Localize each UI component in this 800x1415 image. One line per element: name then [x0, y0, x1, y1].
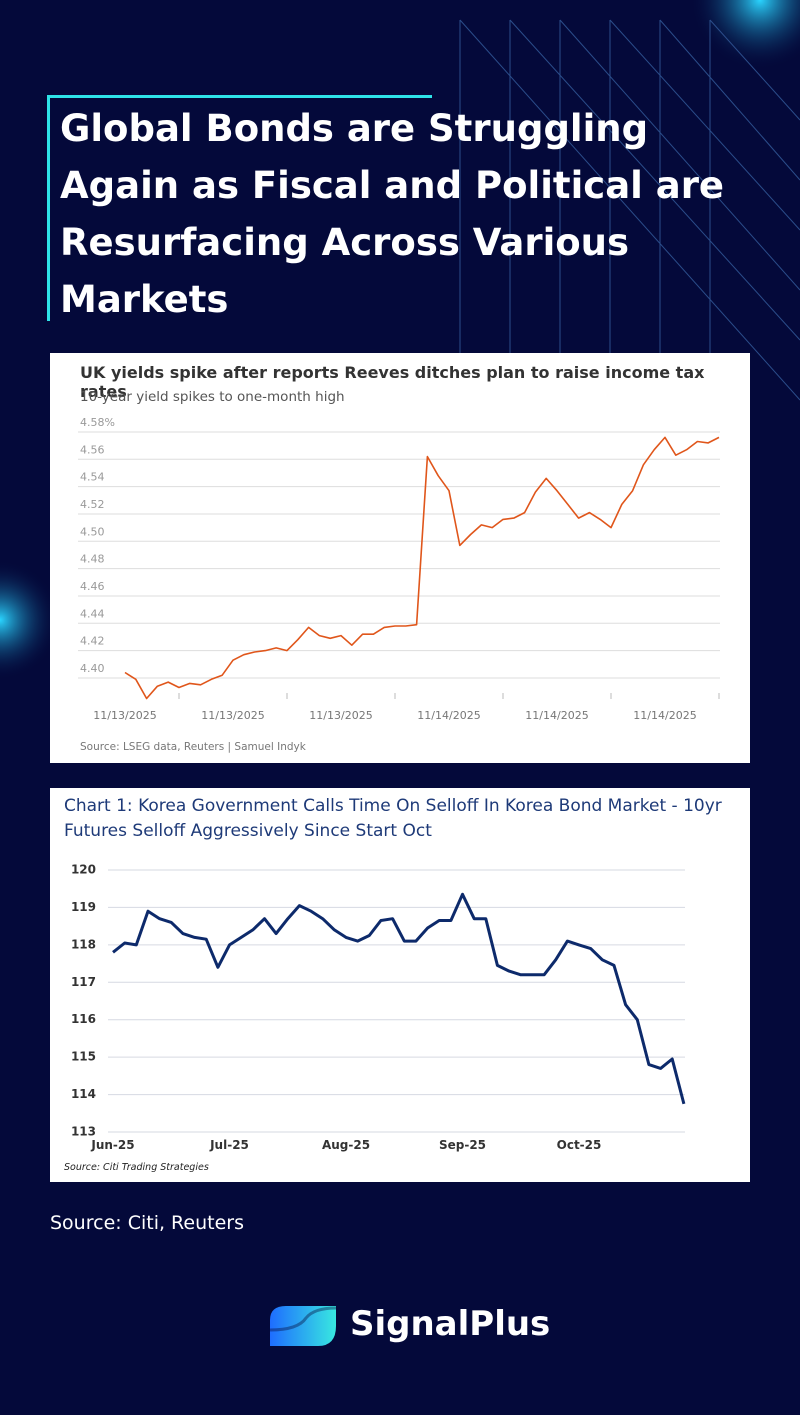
- chart-source: Source: Citi Trading Strategies: [64, 1162, 209, 1173]
- y-tick-label: 4.58%: [80, 416, 115, 429]
- chart-title: UK yields spike after reports Reeves dit…: [80, 363, 705, 401]
- y-tick-label: 116: [71, 1012, 96, 1026]
- x-tick-label: 11/14/2025: [525, 709, 588, 722]
- x-tick-label: 11/13/2025: [201, 709, 264, 722]
- y-tick-label: 115: [71, 1050, 96, 1064]
- y-tick-label: 4.48: [80, 553, 105, 566]
- decoration: [47, 0, 800, 401]
- logo-icon: [269, 1306, 337, 1346]
- x-tick-label: 11/14/2025: [633, 709, 696, 722]
- side-glow: [0, 560, 60, 680]
- y-tick-label: 118: [71, 937, 96, 951]
- chart: Source: Citi Trading Strategies 113 114 11…: [64, 863, 686, 1173]
- page-source: Source: Citi, Reuters: [50, 1212, 244, 1234]
- y-tick-label: 4.54: [80, 471, 105, 484]
- x-tick-label: Sep-25: [439, 1138, 486, 1152]
- chart-card: UK yields spike after reports Reeves dit…: [50, 353, 750, 763]
- y-tick-label: 4.50: [80, 525, 105, 538]
- chart-subtitle: 10-year yield spikes to one-month high: [80, 389, 345, 405]
- y-tick-label: 4.56: [80, 443, 105, 456]
- chart-title: Chart 1: Korea Government Calls Time On …: [64, 796, 722, 841]
- chart-source: Source: LSEG data, Reuters | Samuel Indy…: [80, 741, 307, 753]
- series-line: [124, 436, 720, 700]
- x-tick-label: Jul-25: [209, 1138, 249, 1152]
- y-tick-label: 120: [71, 863, 96, 877]
- brand: SignalPlus: [350, 1304, 551, 1344]
- x-tick-label: 11/13/2025: [309, 709, 372, 722]
- y-tick-label: 117: [71, 975, 96, 989]
- y-tick-label: 4.42: [80, 635, 105, 648]
- y-tick-label: 4.46: [80, 580, 105, 593]
- chart: Source: LSEG data, Reuters | Samuel Indy…: [78, 416, 720, 753]
- y-tick-label: 4.40: [80, 662, 105, 675]
- x-tick-label: Oct-25: [557, 1138, 602, 1152]
- x-tick-label: 11/13/2025: [93, 709, 156, 722]
- x-tick-label: Aug-25: [322, 1138, 370, 1152]
- y-tick-label: 4.52: [80, 498, 105, 511]
- chart-card: Chart 1: Korea Government Calls Time On …: [50, 788, 750, 1182]
- y-tick-label: 114: [71, 1087, 96, 1101]
- title: Global Bonds are Struggling Again as Fis…: [60, 107, 725, 321]
- y-tick-label: 119: [71, 900, 96, 914]
- x-tick-label: Jun-25: [90, 1138, 134, 1152]
- series-line: [112, 892, 686, 1105]
- x-tick-label: 11/14/2025: [417, 709, 480, 722]
- y-tick-label: 113: [71, 1125, 96, 1139]
- y-tick-label: 4.44: [80, 607, 105, 620]
